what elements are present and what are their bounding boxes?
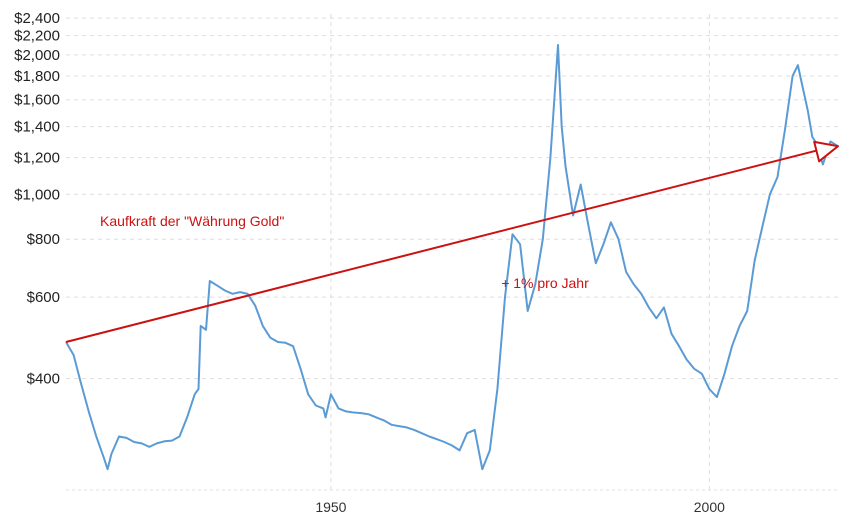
annotation-label: + 1% pro Jahr xyxy=(501,275,589,291)
grid xyxy=(66,14,838,490)
annotations: Kaufkraft der "Währung Gold" + 1% pro Jah… xyxy=(100,213,589,291)
y-tick-label: $2,000 xyxy=(14,47,60,64)
x-axis: 1950 2000 xyxy=(315,499,725,515)
y-tick-label: $1,800 xyxy=(14,68,60,85)
gold-price-line xyxy=(65,44,839,471)
y-tick-label: $1,600 xyxy=(14,92,60,109)
x-tick-label: 1950 xyxy=(315,499,346,515)
y-tick-label: $1,200 xyxy=(14,150,60,167)
series-group xyxy=(65,44,839,471)
x-tick-label: 2000 xyxy=(694,499,725,515)
annotation-label: Kaufkraft der "Währung Gold" xyxy=(100,213,284,229)
y-tick-label: $2,200 xyxy=(14,28,60,45)
trend-line xyxy=(65,147,825,343)
y-tick-label: $400 xyxy=(27,371,60,388)
y-tick-label: $1,000 xyxy=(14,186,60,203)
y-tick-label: $600 xyxy=(27,289,60,306)
y-axis: $400 $600 $800 $1,000 $1,200 $1,400 $1,600 $1,8… xyxy=(14,10,60,388)
y-tick-label: $1,400 xyxy=(14,119,60,136)
y-tick-label: $800 xyxy=(27,231,60,248)
y-tick-label: $2,400 xyxy=(14,10,60,27)
trend-arrowhead xyxy=(813,140,839,163)
